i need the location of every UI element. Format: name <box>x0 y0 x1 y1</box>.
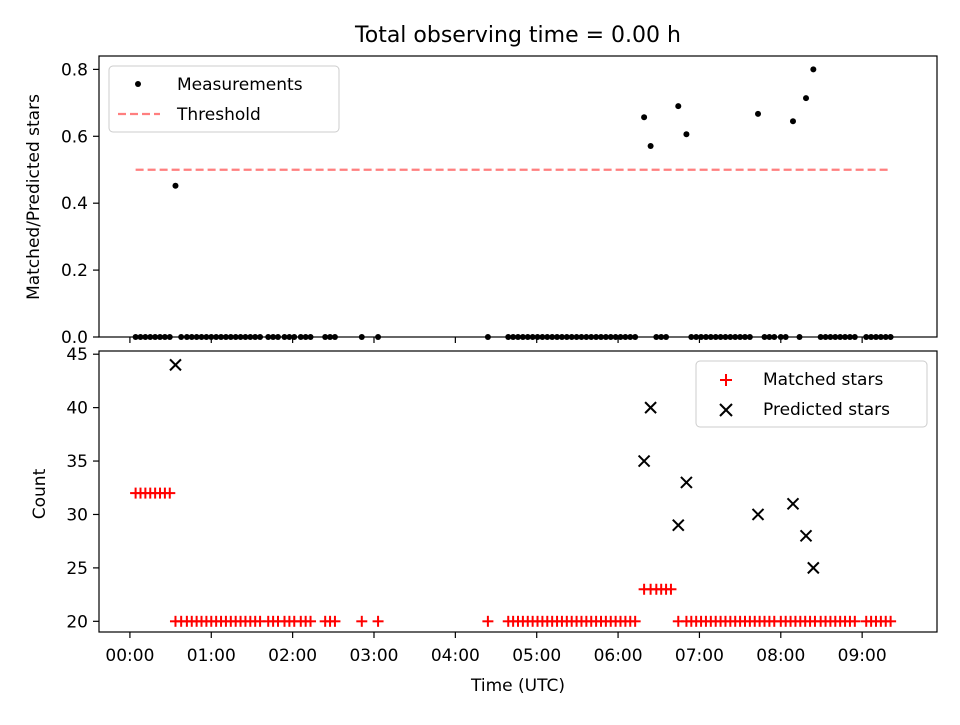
predicted-star-point <box>644 401 657 414</box>
measurement-point <box>789 118 796 125</box>
predicted-star-point <box>637 454 651 468</box>
matched-star-point <box>849 615 861 627</box>
matched-star-point <box>329 615 341 627</box>
top-legend: Measurements Threshold <box>108 65 340 133</box>
predicted-star-point <box>751 508 765 521</box>
bottom-y-ticks: 20 25 30 35 40 45 <box>66 345 99 632</box>
y-tick-label: 40 <box>66 399 88 419</box>
x-tick-label: 03:00 <box>349 646 398 666</box>
matched-star-point <box>885 615 897 627</box>
top-axes-frame <box>98 55 938 338</box>
y-tick-label: 0.6 <box>61 127 88 147</box>
bottom-legend: Matched stars Predicted stars <box>695 360 928 428</box>
matched-star-point <box>482 615 494 627</box>
legend-threshold-label: Threshold <box>176 105 261 125</box>
matched-star-point <box>356 615 368 627</box>
bottom-axes-frame <box>98 350 938 633</box>
y-tick-label: 0.0 <box>61 328 88 348</box>
chart-title: Total observing time = 0.00 h <box>354 23 681 48</box>
predicted-star-point <box>169 358 182 372</box>
measurement-point <box>803 95 810 102</box>
x-tick-label: 04:00 <box>431 646 480 666</box>
x-axis-label: Time (UTC) <box>470 676 565 696</box>
x-tick-label: 01:00 <box>187 646 236 666</box>
count-points <box>130 358 897 627</box>
y-tick-label: 35 <box>66 452 88 472</box>
top-y-ticks: 0.0 0.2 0.4 0.6 0.8 <box>61 60 99 348</box>
x-tick-label: 05:00 <box>512 646 561 666</box>
matched-star-point <box>164 487 176 499</box>
measurement-point <box>675 103 682 110</box>
y-tick-label: 30 <box>66 505 88 525</box>
measurement-point <box>810 66 817 73</box>
y-tick-label: 25 <box>66 559 88 579</box>
matched-star-point <box>372 615 384 627</box>
legend-matched-label: Matched stars <box>763 370 883 390</box>
predicted-star-point <box>786 497 800 510</box>
legend-matched-marker <box>720 374 732 386</box>
legend-measurements-marker <box>135 81 141 87</box>
x-tick-label: 00:00 <box>105 646 154 666</box>
x-tick-label: 08:00 <box>756 646 805 666</box>
measurement-point <box>683 131 690 138</box>
y-tick-label: 0.2 <box>61 261 88 281</box>
top-panel: 0.00.20.40.60.8 Matched/Predicted stars … <box>24 55 938 348</box>
x-tick-label: 02:00 <box>268 646 317 666</box>
y-tick-label: 20 <box>66 612 88 632</box>
predicted-star-point <box>807 561 820 575</box>
top-legend-frame <box>108 65 340 133</box>
matched-star-point <box>305 615 317 627</box>
x-tick-label: 06:00 <box>594 646 643 666</box>
bottom-y-axis-label: Count <box>30 468 50 519</box>
legend-predicted-label: Predicted stars <box>763 400 890 420</box>
bottom-x-ticks: 00:00 01:00 02:00 03:00 04:00 05:00 06:00 07:00… <box>105 632 887 666</box>
predicted-star-point <box>672 518 685 532</box>
x-tick-label: 07:00 <box>675 646 724 666</box>
legend-predicted-marker <box>719 403 733 417</box>
x-tick-label: 09:00 <box>838 646 887 666</box>
y-tick-label: 0.8 <box>61 60 88 80</box>
top-y-axis-label: Matched/Predicted stars <box>24 94 44 300</box>
matched-star-point <box>665 583 677 595</box>
bottom-panel: 20 25 30 35 40 45 00:00 01:00 02:00 03:00 04:00 05… <box>30 345 938 696</box>
legend-measurements-label: Measurements <box>177 75 303 95</box>
predicted-star-point <box>680 476 693 489</box>
measurement-point <box>755 110 762 117</box>
matched-star-point <box>629 615 641 627</box>
measurement-point <box>641 114 648 121</box>
measurement-point <box>647 142 654 149</box>
top-x-ticks <box>129 337 863 343</box>
bottom-legend-frame <box>695 360 928 428</box>
y-tick-label: 45 <box>66 345 88 365</box>
y-tick-label: 0.4 <box>61 194 88 214</box>
measurement-point <box>172 182 179 189</box>
predicted-star-point <box>799 529 813 543</box>
